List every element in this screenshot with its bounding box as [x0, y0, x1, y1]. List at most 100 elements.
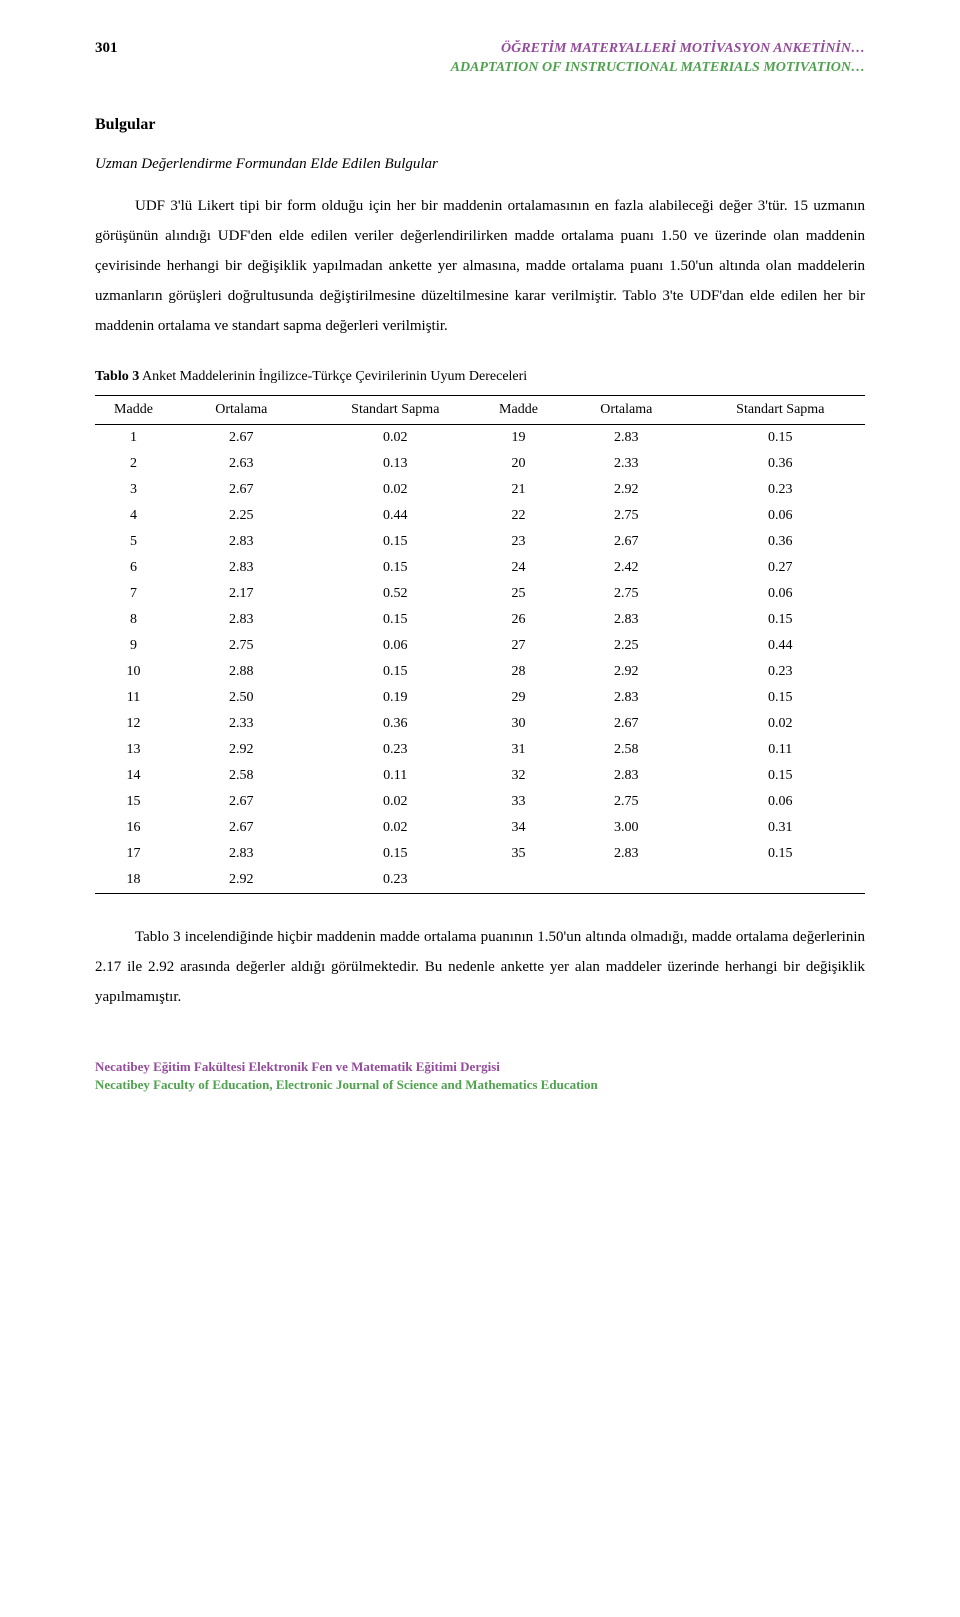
table-cell: 2.75 — [557, 503, 696, 529]
table-cell: 0.36 — [696, 451, 865, 477]
table-cell: 2.67 — [172, 477, 311, 503]
table-cell: 18 — [95, 867, 172, 894]
table-cell: 0.23 — [696, 659, 865, 685]
subsection-title: Uzman Değerlendirme Formundan Elde Edile… — [95, 156, 865, 173]
table-cell: 0.15 — [311, 841, 480, 867]
table-cell: 0.44 — [696, 633, 865, 659]
table-cell: 6 — [95, 555, 172, 581]
table-cell: 0.15 — [696, 424, 865, 451]
table-cell: 2.83 — [557, 424, 696, 451]
table-cell: 0.02 — [696, 711, 865, 737]
table-row: 162.670.02343.000.31 — [95, 815, 865, 841]
table-cell: 2 — [95, 451, 172, 477]
table-cell: 0.02 — [311, 789, 480, 815]
table-caption-text: Anket Maddelerinin İngilizce-Türkçe Çevi… — [142, 369, 527, 384]
col-header-ortalama-2: Ortalama — [557, 395, 696, 424]
body-paragraph-1: UDF 3'lü Likert tipi bir form olduğu içi… — [95, 191, 865, 341]
table-row: 152.670.02332.750.06 — [95, 789, 865, 815]
table-cell: 2.58 — [172, 763, 311, 789]
col-header-ortalama-1: Ortalama — [172, 395, 311, 424]
table-cell: 25 — [480, 581, 557, 607]
table-cell: 0.02 — [311, 424, 480, 451]
table-cell: 0.52 — [311, 581, 480, 607]
table-cell: 13 — [95, 737, 172, 763]
section-title: Bulgular — [95, 116, 865, 134]
table-cell: 2.75 — [557, 789, 696, 815]
table-cell: 30 — [480, 711, 557, 737]
table-cell: 2.83 — [172, 841, 311, 867]
table-cell: 9 — [95, 633, 172, 659]
table-cell: 0.11 — [696, 737, 865, 763]
table-cell: 2.83 — [172, 555, 311, 581]
table-cell: 0.15 — [696, 607, 865, 633]
table-cell: 1 — [95, 424, 172, 451]
table-cell: 0.15 — [696, 841, 865, 867]
table-cell: 12 — [95, 711, 172, 737]
running-header-line1: ÖĞRETİM MATERYALLERİ MOTİVASYON ANKETİNİ… — [451, 40, 865, 59]
table-cell: 2.83 — [557, 841, 696, 867]
table-cell: 10 — [95, 659, 172, 685]
table-cell: 2.92 — [172, 867, 311, 894]
footer-line1: Necatibey Eğitim Fakültesi Elektronik Fe… — [95, 1058, 865, 1076]
table-cell: 7 — [95, 581, 172, 607]
table-cell: 0.44 — [311, 503, 480, 529]
table-cell: 29 — [480, 685, 557, 711]
table-cell: 0.23 — [696, 477, 865, 503]
table-cell: 0.36 — [311, 711, 480, 737]
table-row: 132.920.23312.580.11 — [95, 737, 865, 763]
table-cell: 0.31 — [696, 815, 865, 841]
table-row: 12.670.02192.830.15 — [95, 424, 865, 451]
table-cell: 33 — [480, 789, 557, 815]
table-row: 182.920.23 — [95, 867, 865, 894]
table-cell: 0.11 — [311, 763, 480, 789]
table-row: 52.830.15232.670.36 — [95, 529, 865, 555]
table-cell: 8 — [95, 607, 172, 633]
table-cell: 2.33 — [172, 711, 311, 737]
col-header-madde-2: Madde — [480, 395, 557, 424]
table-cell: 2.83 — [557, 685, 696, 711]
col-header-ss-1: Standart Sapma — [311, 395, 480, 424]
table-cell: 0.13 — [311, 451, 480, 477]
table-cell: 2.83 — [557, 607, 696, 633]
table-cell: 2.83 — [557, 763, 696, 789]
table-row: 42.250.44222.750.06 — [95, 503, 865, 529]
table-cell: 2.67 — [557, 711, 696, 737]
table-cell: 0.19 — [311, 685, 480, 711]
table-cell: 2.63 — [172, 451, 311, 477]
table-cell: 4 — [95, 503, 172, 529]
table-cell: 35 — [480, 841, 557, 867]
running-header-line2: ADAPTATION OF INSTRUCTIONAL MATERIALS MO… — [451, 59, 865, 78]
table-cell: 2.25 — [172, 503, 311, 529]
table-row: 62.830.15242.420.27 — [95, 555, 865, 581]
table-cell: 0.15 — [311, 659, 480, 685]
col-header-madde-1: Madde — [95, 395, 172, 424]
table-cell: 2.42 — [557, 555, 696, 581]
table-cell: 0.23 — [311, 867, 480, 894]
table-cell: 2.67 — [557, 529, 696, 555]
table-cell: 3 — [95, 477, 172, 503]
table-cell: 2.75 — [172, 633, 311, 659]
running-header: ÖĞRETİM MATERYALLERİ MOTİVASYON ANKETİNİ… — [451, 40, 865, 78]
table-cell: 3.00 — [557, 815, 696, 841]
page-header: 301 ÖĞRETİM MATERYALLERİ MOTİVASYON ANKE… — [95, 40, 865, 78]
table-cell: 5 — [95, 529, 172, 555]
table-cell: 16 — [95, 815, 172, 841]
table-cell: 0.02 — [311, 815, 480, 841]
table-cell: 2.67 — [172, 815, 311, 841]
table-caption: Tablo 3 Anket Maddelerinin İngilizce-Tür… — [95, 369, 865, 385]
table-row: 22.630.13202.330.36 — [95, 451, 865, 477]
col-header-ss-2: Standart Sapma — [696, 395, 865, 424]
table-cell — [480, 867, 557, 894]
table-cell — [557, 867, 696, 894]
table-cell: 23 — [480, 529, 557, 555]
table-cell: 0.06 — [696, 581, 865, 607]
table-row: 102.880.15282.920.23 — [95, 659, 865, 685]
table-cell: 19 — [480, 424, 557, 451]
table-cell: 0.06 — [311, 633, 480, 659]
table-cell — [696, 867, 865, 894]
uyum-dereceleri-table: Madde Ortalama Standart Sapma Madde Orta… — [95, 395, 865, 894]
table-cell: 31 — [480, 737, 557, 763]
table-cell: 2.25 — [557, 633, 696, 659]
table-row: 112.500.19292.830.15 — [95, 685, 865, 711]
table-cell: 21 — [480, 477, 557, 503]
